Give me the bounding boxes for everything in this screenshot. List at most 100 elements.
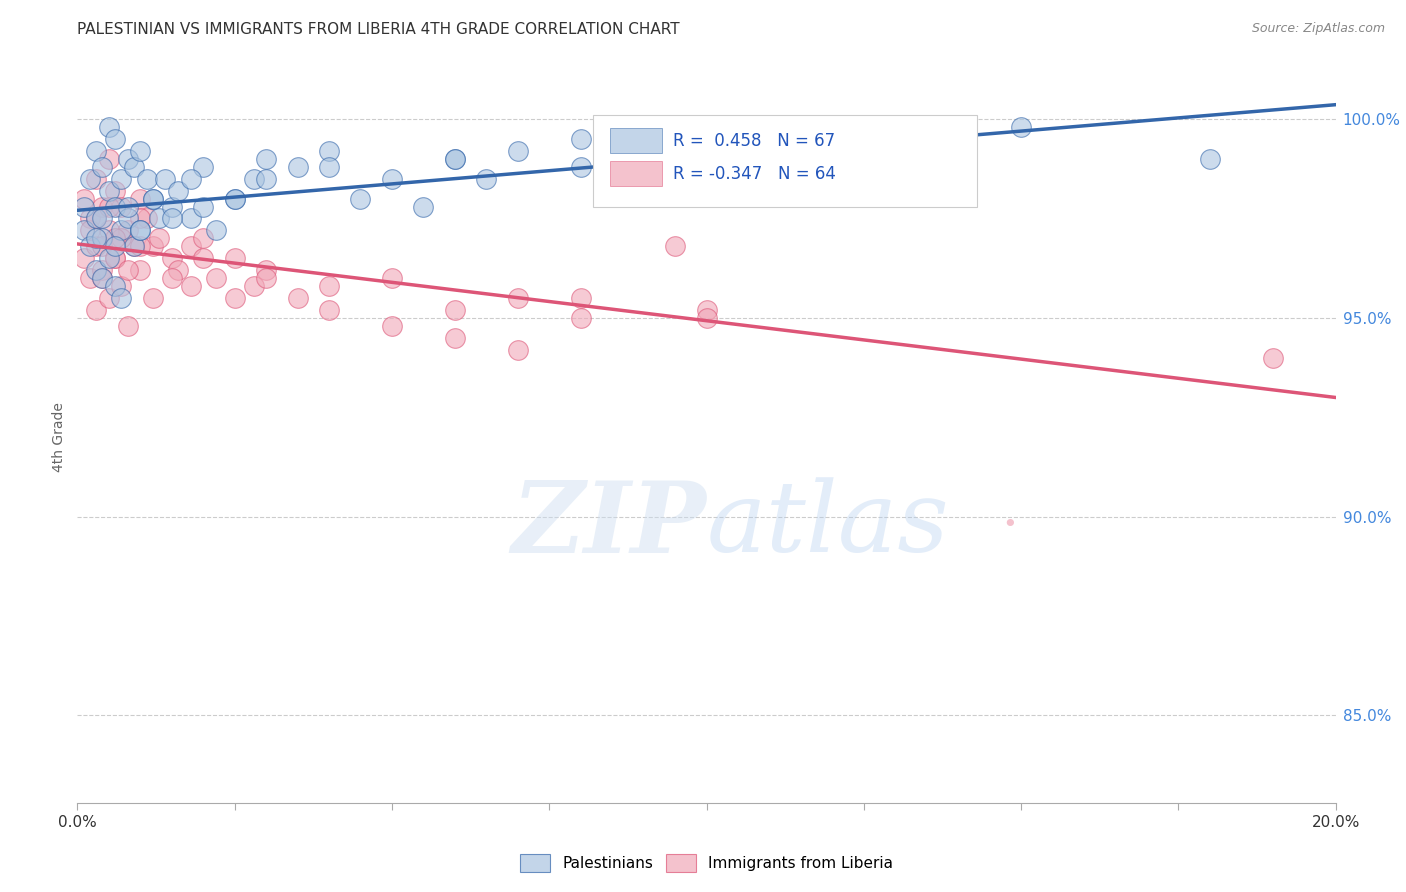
Point xyxy=(129,192,152,206)
Point xyxy=(180,239,202,253)
Point xyxy=(97,184,120,198)
Point xyxy=(318,144,340,158)
Y-axis label: 4th Grade: 4th Grade xyxy=(52,402,66,472)
Point xyxy=(104,200,127,214)
Point xyxy=(224,192,246,206)
Point xyxy=(72,192,94,206)
Point xyxy=(135,171,157,186)
Point xyxy=(110,231,132,245)
Point xyxy=(91,211,114,226)
Point xyxy=(110,200,132,214)
Text: R = -0.347   N = 64: R = -0.347 N = 64 xyxy=(672,165,835,183)
Point xyxy=(117,223,139,237)
Point xyxy=(122,160,145,174)
Point xyxy=(72,223,94,237)
Point xyxy=(72,251,94,265)
Point xyxy=(104,251,127,265)
Point xyxy=(242,171,264,186)
Point xyxy=(110,291,132,305)
Point xyxy=(381,171,404,186)
Point xyxy=(191,160,215,174)
Point xyxy=(180,279,202,293)
Point xyxy=(110,171,132,186)
Point xyxy=(84,239,107,253)
Point xyxy=(696,310,718,325)
Point xyxy=(79,271,101,285)
Point xyxy=(97,291,120,305)
Point xyxy=(91,239,114,253)
Point xyxy=(254,271,277,285)
Point xyxy=(84,302,107,317)
Point xyxy=(696,171,718,186)
Point xyxy=(84,144,107,158)
Point xyxy=(110,279,132,293)
Point xyxy=(97,251,120,265)
Point xyxy=(104,239,127,253)
Point xyxy=(191,231,215,245)
Point xyxy=(569,160,592,174)
Point xyxy=(91,263,114,277)
Point xyxy=(122,239,145,253)
Point xyxy=(242,279,264,293)
Point xyxy=(444,152,467,166)
Point xyxy=(91,271,114,285)
Point xyxy=(506,144,529,158)
Point xyxy=(110,223,132,237)
Point xyxy=(180,171,202,186)
Point xyxy=(142,192,165,206)
Point xyxy=(135,211,157,226)
Point xyxy=(117,263,139,277)
Point xyxy=(129,239,152,253)
Point xyxy=(318,302,340,317)
Point xyxy=(254,152,277,166)
Point xyxy=(569,291,592,305)
Point xyxy=(104,132,127,146)
Point xyxy=(84,211,107,226)
Point xyxy=(821,144,844,158)
Point xyxy=(97,200,120,214)
Point xyxy=(129,223,152,237)
Point xyxy=(142,291,165,305)
Point xyxy=(444,331,467,345)
Point xyxy=(475,171,498,186)
Point xyxy=(254,263,277,277)
Point xyxy=(79,239,101,253)
Point xyxy=(129,144,152,158)
Point xyxy=(381,271,404,285)
Legend: Palestinians, Immigrants from Liberia: Palestinians, Immigrants from Liberia xyxy=(512,847,901,880)
Point xyxy=(129,263,152,277)
Point xyxy=(569,132,592,146)
Point xyxy=(91,200,114,214)
Point xyxy=(104,279,127,293)
Point xyxy=(91,160,114,174)
Point xyxy=(84,231,107,245)
Point xyxy=(117,318,139,333)
Point xyxy=(91,271,114,285)
Point xyxy=(104,251,127,265)
Point xyxy=(191,251,215,265)
Point xyxy=(97,120,120,134)
Point xyxy=(117,200,139,214)
Point xyxy=(79,171,101,186)
Point xyxy=(204,271,226,285)
Point xyxy=(167,263,190,277)
Point xyxy=(696,160,718,174)
Point xyxy=(160,200,183,214)
Point xyxy=(160,211,183,226)
Point xyxy=(349,192,371,206)
Point xyxy=(160,251,183,265)
Point xyxy=(664,239,686,253)
Text: R =  0.458   N = 67: R = 0.458 N = 67 xyxy=(672,132,835,150)
Point xyxy=(191,200,215,214)
Point xyxy=(569,310,592,325)
Point xyxy=(104,231,127,245)
Point xyxy=(155,171,177,186)
FancyBboxPatch shape xyxy=(593,115,977,207)
Point xyxy=(758,152,780,166)
Point xyxy=(180,211,202,226)
Point xyxy=(142,192,165,206)
Point xyxy=(287,160,309,174)
Point xyxy=(506,291,529,305)
Point xyxy=(79,223,101,237)
Point xyxy=(117,152,139,166)
